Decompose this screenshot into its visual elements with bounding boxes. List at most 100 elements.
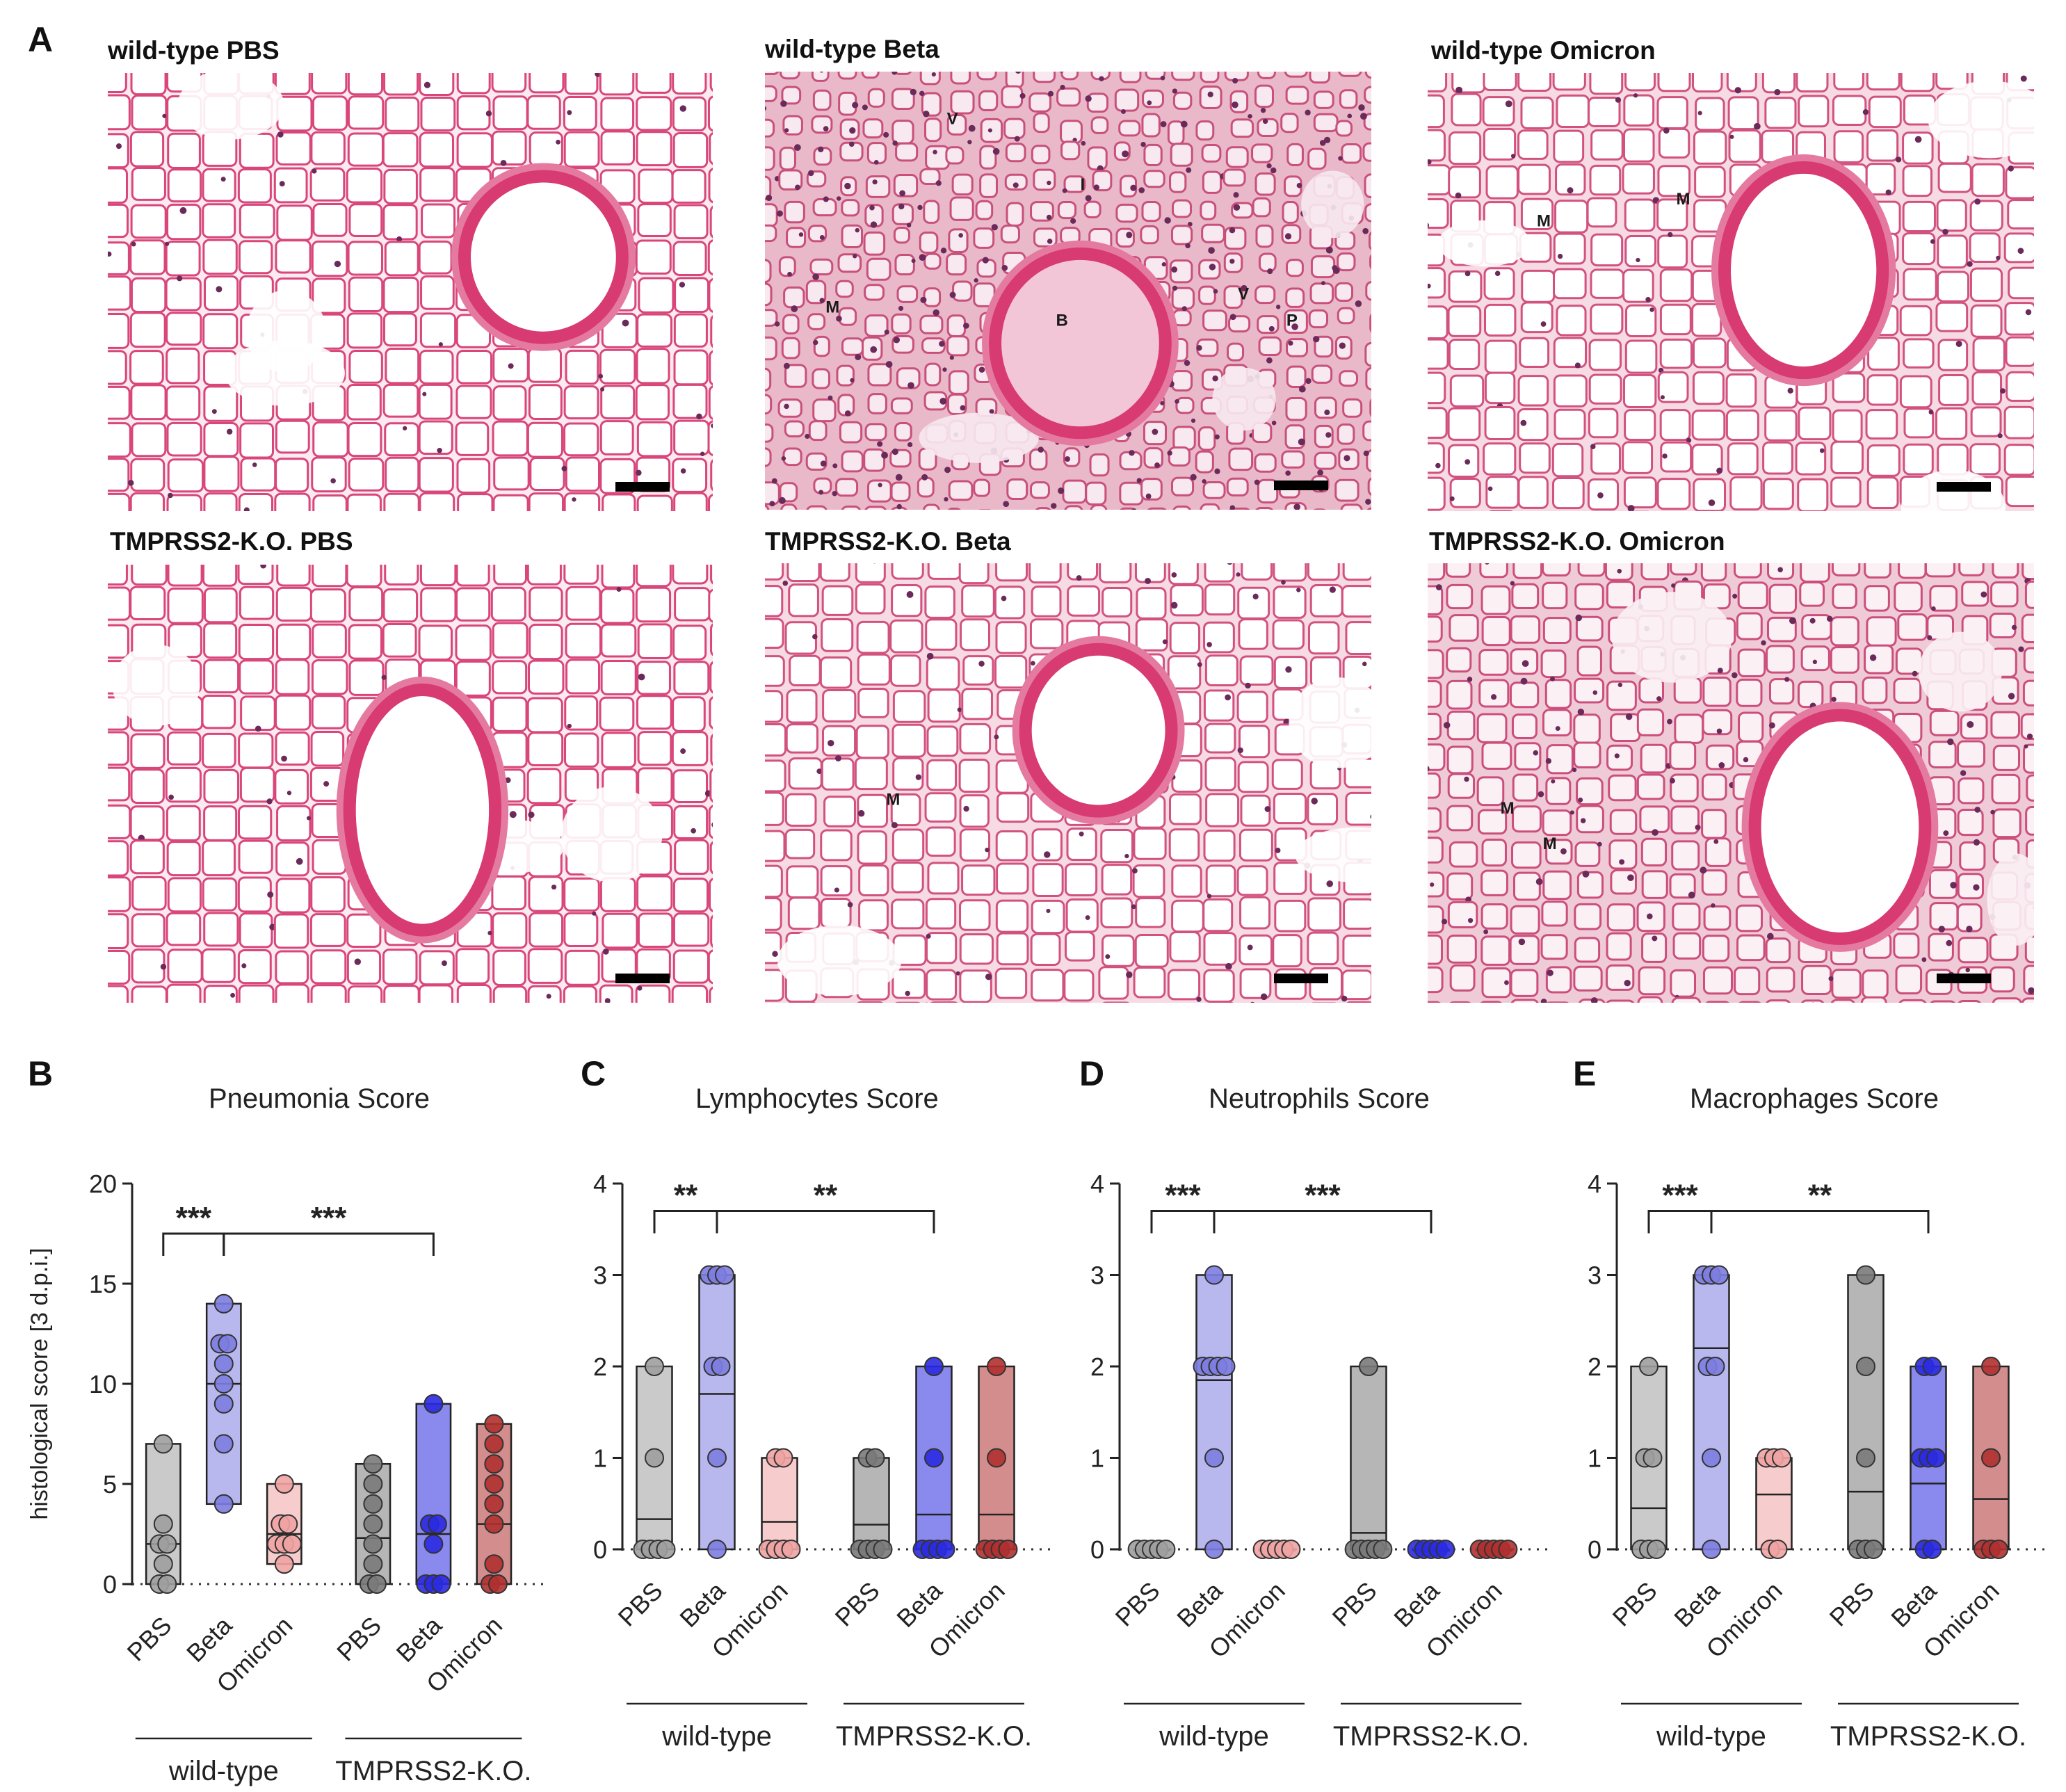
category-label: PBS	[122, 1611, 177, 1667]
data-point	[153, 1514, 173, 1534]
y-tick-label: 1	[1588, 1444, 1601, 1473]
data-point	[423, 1394, 444, 1414]
significance-label: ***	[1662, 1178, 1698, 1212]
micrograph-title: wild-type Beta	[765, 35, 939, 63]
data-point	[924, 1357, 944, 1376]
data-point	[484, 1474, 504, 1494]
data-point	[1926, 1448, 1946, 1468]
data-point	[484, 1554, 504, 1574]
group-label: wild-type	[661, 1721, 772, 1752]
data-point	[865, 1448, 885, 1468]
scale-bar	[615, 482, 670, 492]
y-tick-label: 0	[1090, 1535, 1104, 1564]
data-point	[1856, 1357, 1875, 1376]
group-label: TMPRSS2-K.O.	[1830, 1721, 2026, 1752]
data-point	[484, 1414, 504, 1434]
category-label: Beta	[1668, 1576, 1725, 1633]
category-label: Beta	[1885, 1576, 1942, 1633]
y-tick-label: 5	[103, 1470, 117, 1499]
data-point	[274, 1554, 294, 1574]
scale-bar	[615, 974, 670, 983]
range-bar	[1755, 1457, 1793, 1551]
y-tick-label: 0	[593, 1535, 607, 1564]
significance-label: **	[1808, 1178, 1832, 1212]
data-point	[707, 1540, 727, 1559]
data-point	[157, 1574, 177, 1594]
y-tick-label: 0	[1588, 1535, 1601, 1564]
group-label: wild-type	[1159, 1721, 1269, 1752]
data-point	[213, 1394, 234, 1414]
group-label: wild-type	[168, 1756, 279, 1786]
significance-bracket	[1710, 1209, 1930, 1234]
data-point	[363, 1494, 383, 1514]
tissue-label: B	[1056, 311, 1068, 330]
tissue-label: M	[1537, 212, 1551, 231]
tissue-label: V	[1238, 285, 1249, 304]
category-label: PBS	[1824, 1576, 1880, 1632]
tissue-label: M	[1501, 799, 1515, 818]
data-point	[213, 1374, 234, 1394]
micrograph-image: M	[765, 563, 1371, 1003]
data-point	[656, 1540, 676, 1559]
micrograph-title: wild-type Omicron	[1431, 36, 1656, 65]
data-point	[423, 1534, 444, 1554]
data-point	[924, 1448, 944, 1468]
data-point	[1856, 1448, 1875, 1468]
micrograph-title: TMPRSS2-K.O. Beta	[765, 527, 1011, 556]
micrograph-image: V I M B V P	[765, 72, 1371, 510]
y-tick-label: 10	[89, 1370, 117, 1398]
category-label: PBS	[331, 1611, 387, 1667]
data-point	[1705, 1357, 1725, 1376]
scale-bar	[1274, 481, 1328, 490]
range-bar	[1195, 1274, 1233, 1551]
chart-title: Pneumonia Score	[209, 1083, 430, 1114]
group-label: TMPRSS2-K.O.	[1333, 1721, 1529, 1752]
tissue-label: M	[1543, 834, 1557, 853]
data-point	[484, 1514, 504, 1534]
significance-label: ***	[311, 1201, 347, 1235]
data-point	[213, 1354, 234, 1374]
data-point	[213, 1494, 234, 1514]
data-point	[366, 1574, 387, 1594]
data-point	[707, 1448, 727, 1468]
tissue-label: M	[1677, 190, 1690, 209]
data-point	[773, 1448, 793, 1468]
data-point	[1281, 1540, 1301, 1559]
scale-bar	[1937, 482, 1991, 492]
y-tick-label: 4	[1090, 1170, 1104, 1198]
y-tick-label: 2	[1090, 1353, 1104, 1381]
tissue-label: P	[1286, 311, 1298, 330]
data-point	[1922, 1357, 1942, 1376]
data-point	[1639, 1357, 1659, 1376]
scale-bar	[1937, 974, 1991, 983]
data-point	[1643, 1448, 1663, 1468]
tissue-label: M	[886, 791, 900, 809]
chart-title: Macrophages Score	[1690, 1083, 1939, 1114]
panel-label-e: E	[1573, 1054, 1597, 1093]
data-point	[645, 1448, 664, 1468]
data-point	[278, 1514, 298, 1534]
data-point	[987, 1448, 1006, 1468]
y-tick-label: 1	[1090, 1444, 1104, 1473]
category-label: PBS	[1110, 1576, 1165, 1632]
tissue-label: M	[825, 298, 839, 317]
data-point	[282, 1534, 302, 1554]
data-point	[1204, 1265, 1224, 1285]
data-point	[363, 1454, 383, 1474]
data-point	[213, 1293, 234, 1314]
panel-label-d: D	[1079, 1054, 1105, 1093]
micrograph-image	[108, 73, 713, 511]
data-point	[153, 1434, 173, 1454]
data-point	[711, 1357, 731, 1376]
tissue-label: V	[947, 110, 958, 129]
data-point	[153, 1554, 173, 1574]
data-point	[781, 1540, 801, 1559]
significance-bracket	[1647, 1209, 1713, 1234]
data-point	[1498, 1540, 1518, 1559]
y-tick-label: 15	[89, 1270, 117, 1298]
data-point	[1922, 1540, 1942, 1559]
data-point	[1373, 1540, 1393, 1559]
data-point	[213, 1434, 234, 1454]
range-bar	[853, 1457, 890, 1551]
